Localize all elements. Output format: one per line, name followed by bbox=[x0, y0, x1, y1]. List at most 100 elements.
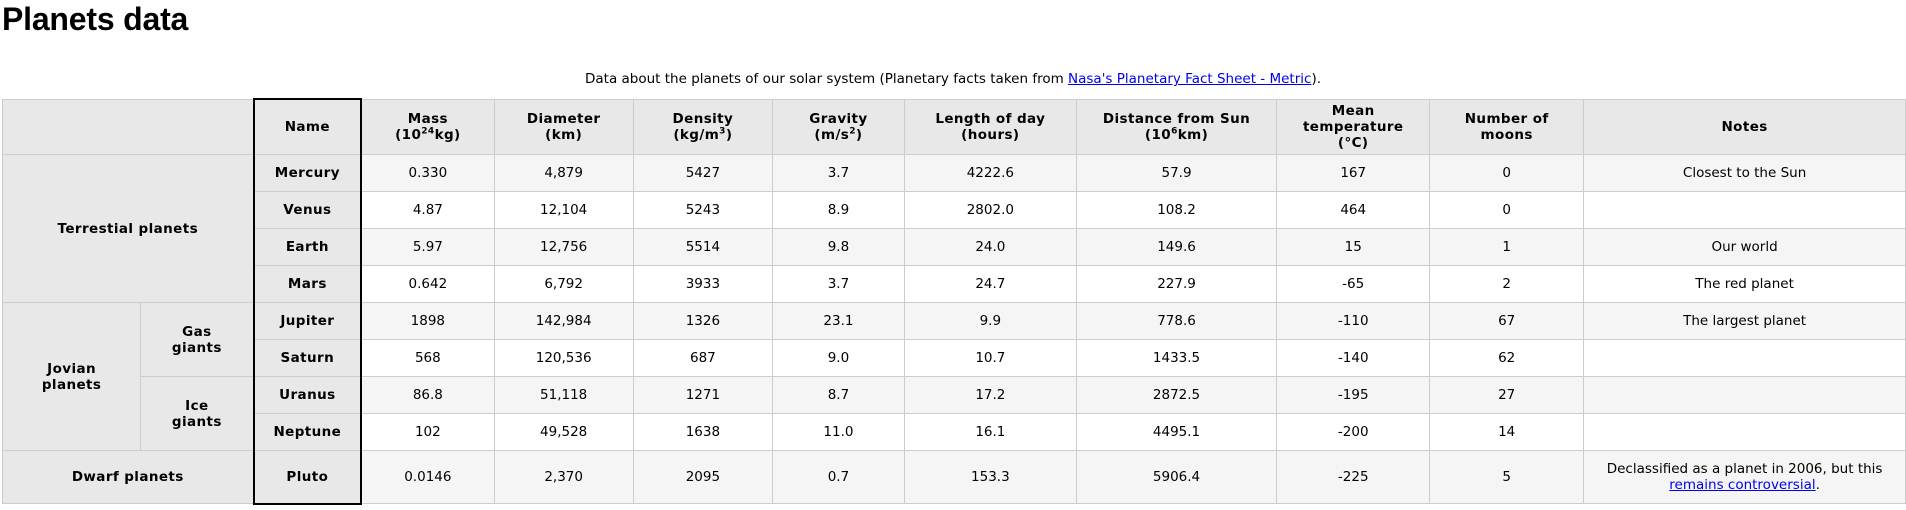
planet-name: Pluto bbox=[252, 450, 363, 505]
planet-name: Mercury bbox=[252, 154, 363, 192]
remains-controversial-link[interactable]: remains controversial bbox=[1669, 477, 1816, 493]
cell-notes: The largest planet bbox=[1583, 302, 1906, 340]
header-name: Name bbox=[252, 98, 363, 155]
cell-notes bbox=[1583, 413, 1906, 451]
cell-mass: 0.0146 bbox=[360, 450, 495, 504]
table-caption: Data about the planets of our solar syst… bbox=[0, 71, 1906, 87]
cell-distance: 2872.5 bbox=[1075, 376, 1278, 414]
cell-day: 24.0 bbox=[903, 228, 1077, 266]
table-row: Dwarf planets Pluto 0.0146 2,370 2095 0.… bbox=[1, 450, 1906, 505]
cell-moons: 2 bbox=[1429, 265, 1585, 303]
header-length-of-day: Length of day (hours) bbox=[903, 98, 1077, 155]
planet-name: Earth bbox=[252, 228, 363, 266]
cell-temp: 15 bbox=[1276, 228, 1431, 266]
cell-day: 2802.0 bbox=[903, 191, 1077, 229]
cell-day: 9.9 bbox=[903, 302, 1077, 340]
cell-moons: 0 bbox=[1429, 154, 1585, 192]
cell-mass: 86.8 bbox=[360, 376, 495, 414]
cell-diameter: 4,879 bbox=[493, 154, 634, 192]
page-title: Planets data bbox=[2, 1, 189, 37]
cell-temp: -65 bbox=[1276, 265, 1431, 303]
group-dwarf: Dwarf planets bbox=[1, 450, 255, 504]
planet-name: Saturn bbox=[252, 339, 363, 377]
cell-density: 1326 bbox=[632, 302, 774, 340]
table-row: Saturn 568 120,536 687 9.0 10.7 1433.5 -… bbox=[3, 339, 1906, 377]
cell-gravity: 8.9 bbox=[772, 191, 905, 229]
table-row: Neptune 102 49,528 1638 11.0 16.1 4495.1… bbox=[3, 413, 1906, 451]
header-blank bbox=[1, 98, 255, 155]
cell-notes bbox=[1583, 339, 1906, 377]
cell-day: 10.7 bbox=[903, 339, 1077, 377]
cell-notes: Our world bbox=[1583, 228, 1906, 266]
cell-gravity: 8.7 bbox=[772, 376, 905, 414]
header-distance: Distance from Sun (106km) bbox=[1075, 98, 1278, 155]
cell-day: 17.2 bbox=[903, 376, 1077, 414]
cell-density: 3933 bbox=[632, 265, 774, 303]
table-row: Mars 0.642 6,792 3933 3.7 24.7 227.9 -65… bbox=[3, 265, 1906, 303]
cell-moons: 5 bbox=[1429, 450, 1585, 504]
cell-diameter: 2,370 bbox=[493, 450, 634, 504]
header-diameter: Diameter (km) bbox=[493, 98, 634, 155]
group-terrestrial: Terrestial planets bbox=[1, 154, 255, 303]
cell-mass: 5.97 bbox=[360, 228, 495, 266]
cell-density: 1638 bbox=[632, 413, 774, 451]
cell-distance: 778.6 bbox=[1075, 302, 1278, 340]
cell-temp: -110 bbox=[1276, 302, 1431, 340]
cell-gravity: 0.7 bbox=[772, 450, 905, 504]
cell-temp: -140 bbox=[1276, 339, 1431, 377]
table-row: Terrestial planets Mercury 0.330 4,879 5… bbox=[1, 154, 1906, 303]
cell-diameter: 51,118 bbox=[493, 376, 634, 414]
planet-name: Uranus bbox=[252, 376, 363, 414]
cell-temp: -225 bbox=[1276, 450, 1431, 504]
cell-moons: 62 bbox=[1429, 339, 1585, 377]
header-mass: Mass (1024kg) bbox=[360, 98, 495, 155]
cell-day: 24.7 bbox=[903, 265, 1077, 303]
cell-notes: The red planet bbox=[1583, 265, 1906, 303]
header-gravity: Gravity (m/s2) bbox=[772, 98, 905, 155]
cell-density: 687 bbox=[632, 339, 774, 377]
cell-diameter: 12,756 bbox=[493, 228, 634, 266]
header-number-of-moons: Number of moons bbox=[1429, 98, 1585, 155]
cell-gravity: 23.1 bbox=[772, 302, 905, 340]
cell-moons: 27 bbox=[1429, 376, 1585, 414]
cell-moons: 0 bbox=[1429, 191, 1585, 229]
cell-distance: 4495.1 bbox=[1075, 413, 1278, 451]
cell-mass: 0.642 bbox=[360, 265, 495, 303]
cell-distance: 108.2 bbox=[1075, 191, 1278, 229]
caption-text: Data about the planets of our solar syst… bbox=[585, 71, 1069, 87]
header-density: Density (kg/m3) bbox=[632, 98, 774, 155]
cell-mass: 4.87 bbox=[360, 191, 495, 229]
planets-table: Name Mass (1024kg) Diameter (km) Density (k… bbox=[1, 98, 1906, 505]
cell-moons: 67 bbox=[1429, 302, 1585, 340]
planet-name: Neptune bbox=[252, 413, 363, 451]
header-row: Name Mass (1024kg) Diameter (km) Density (k… bbox=[1, 98, 1906, 155]
cell-notes: Closest to the Sun bbox=[1583, 154, 1906, 192]
cell-density: 2095 bbox=[632, 450, 774, 504]
group-gas-giants: Gas giants bbox=[140, 302, 255, 377]
cell-gravity: 9.0 bbox=[772, 339, 905, 377]
cell-diameter: 6,792 bbox=[493, 265, 634, 303]
cell-temp: -200 bbox=[1276, 413, 1431, 451]
cell-diameter: 49,528 bbox=[493, 413, 634, 451]
group-ice-giants: Ice giants bbox=[140, 376, 255, 451]
cell-distance: 227.9 bbox=[1075, 265, 1278, 303]
table-row: Ice giants Uranus 86.8 51,118 1271 8.7 17… bbox=[3, 376, 1906, 451]
cell-gravity: 9.8 bbox=[772, 228, 905, 266]
cell-gravity: 11.0 bbox=[772, 413, 905, 451]
cell-distance: 57.9 bbox=[1075, 154, 1278, 192]
cell-mass: 1898 bbox=[360, 302, 495, 340]
cell-temp: 167 bbox=[1276, 154, 1431, 192]
table-row: Earth 5.97 12,756 5514 9.8 24.0 149.6 15… bbox=[3, 228, 1906, 266]
cell-notes bbox=[1583, 191, 1906, 229]
cell-day: 153.3 bbox=[903, 450, 1077, 504]
cell-moons: 1 bbox=[1429, 228, 1585, 266]
cell-day: 4222.6 bbox=[903, 154, 1077, 192]
header-notes: Notes bbox=[1583, 98, 1906, 155]
cell-moons: 14 bbox=[1429, 413, 1585, 451]
cell-gravity: 3.7 bbox=[772, 154, 905, 192]
planet-name: Jupiter bbox=[252, 302, 363, 340]
cell-density: 5514 bbox=[632, 228, 774, 266]
caption-end: ). bbox=[1311, 71, 1321, 87]
nasa-fact-sheet-link[interactable]: Nasa's Planetary Fact Sheet - Metric bbox=[1068, 71, 1312, 87]
cell-density: 5427 bbox=[632, 154, 774, 192]
